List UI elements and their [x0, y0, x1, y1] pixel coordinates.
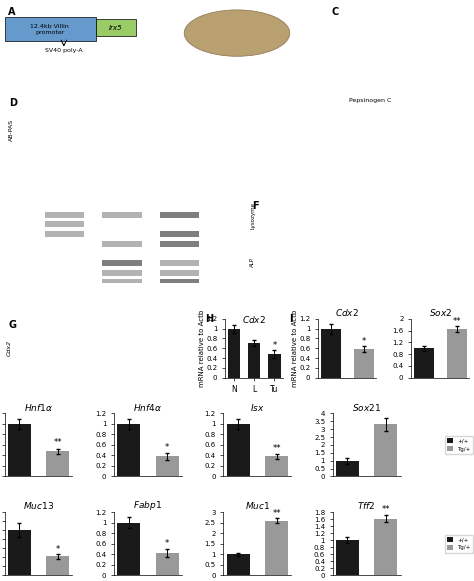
FancyBboxPatch shape	[5, 17, 96, 41]
Text: SV40 poly-A: SV40 poly-A	[45, 48, 82, 53]
Text: G: G	[9, 320, 17, 330]
Text: AB-PAS: AB-PAS	[9, 119, 14, 141]
Title: $\it{Hnf4α}$: $\it{Hnf4α}$	[133, 401, 163, 413]
Text: *: *	[362, 337, 366, 346]
Text: Atp4b: Atp4b	[7, 229, 23, 234]
Legend: +/+, Tg/+: +/+, Tg/+	[445, 535, 473, 553]
Title: $\it{Hnf1α}$: $\it{Hnf1α}$	[24, 401, 53, 413]
Bar	[45, 250, 84, 256]
Text: C: C	[331, 7, 338, 17]
Bar	[8, 530, 31, 575]
Text: Pgc: Pgc	[7, 268, 16, 273]
Text: F: F	[253, 201, 259, 211]
Title: $\it{Muc13}$: $\it{Muc13}$	[23, 500, 54, 511]
Bar	[102, 221, 142, 227]
Text: *: *	[165, 443, 169, 452]
Text: D: D	[9, 98, 17, 107]
Bar	[160, 250, 200, 256]
Text: Cdx2: Cdx2	[7, 340, 12, 356]
Text: **: **	[382, 505, 390, 515]
Bar	[45, 279, 84, 285]
Bar	[321, 329, 340, 378]
Title: $\it{Sox2}$: $\it{Sox2}$	[428, 307, 452, 318]
Text: Lysozyme: Lysozyme	[250, 202, 255, 229]
Text: Tff2: Tff2	[7, 249, 18, 254]
Title: $\it{Muc1}$: $\it{Muc1}$	[245, 500, 270, 511]
Text: Pepsinogen C: Pepsinogen C	[348, 98, 391, 102]
Text: *: *	[165, 539, 169, 548]
Y-axis label: mRNA relative to Actb: mRNA relative to Actb	[199, 310, 205, 387]
Bar	[45, 211, 84, 218]
Bar	[160, 270, 200, 275]
Bar	[102, 279, 142, 285]
Text: E: E	[9, 201, 16, 211]
Text: 12.4kb Villin
promoter: 12.4kb Villin promoter	[30, 24, 69, 35]
Text: I: I	[289, 314, 292, 324]
Text: Tumor: Tumor	[105, 203, 122, 207]
Title: $\it{Cdx2}$: $\it{Cdx2}$	[335, 307, 359, 318]
Text: **: **	[272, 508, 281, 518]
Text: $\it{Cdx2}$: $\it{Cdx2}$	[242, 314, 266, 325]
Title: $\it{Isx}$: $\it{Isx}$	[250, 401, 264, 413]
Bar	[414, 348, 434, 378]
Bar	[155, 553, 179, 575]
Bar	[374, 425, 397, 476]
Bar	[160, 211, 200, 218]
Bar	[265, 457, 288, 476]
Bar	[268, 354, 281, 378]
Bar	[447, 329, 466, 378]
Text: **: **	[272, 444, 281, 453]
Text: Muc5ac: Muc5ac	[7, 220, 27, 225]
Text: *: *	[55, 544, 60, 554]
Title: $\it{Tff2}$: $\it{Tff2}$	[357, 500, 376, 511]
Bar	[227, 424, 250, 476]
Bar	[374, 518, 397, 575]
Bar	[46, 556, 69, 575]
Text: *: *	[272, 341, 276, 350]
Text: H: H	[205, 314, 213, 324]
Bar	[227, 554, 250, 575]
Bar	[117, 424, 140, 476]
Text: Normal: Normal	[43, 203, 64, 207]
Text: Irx5: Irx5	[109, 24, 123, 31]
Bar	[248, 343, 260, 378]
Text: A: A	[8, 7, 15, 17]
Ellipse shape	[184, 10, 290, 56]
Bar	[354, 349, 374, 378]
Text: St.: St.	[169, 203, 176, 207]
Y-axis label: mRNA relative to Actb: mRNA relative to Actb	[292, 310, 298, 387]
Text: **: **	[453, 317, 461, 326]
Bar	[336, 540, 359, 575]
Text: **: **	[54, 439, 62, 447]
Bar	[265, 521, 288, 575]
Text: ALP: ALP	[250, 257, 255, 267]
FancyBboxPatch shape	[96, 19, 136, 36]
Bar	[155, 457, 179, 476]
Title: $\it{Sox21}$: $\it{Sox21}$	[352, 401, 381, 413]
Bar	[102, 211, 142, 218]
Text: Actb: Actb	[7, 278, 19, 282]
Bar	[160, 221, 200, 227]
Bar	[117, 523, 140, 575]
Bar	[336, 461, 359, 476]
Text: Tff1: Tff1	[7, 239, 18, 244]
Text: B: B	[169, 7, 177, 17]
Text: Gif: Gif	[7, 259, 14, 263]
Title: $\it{Fabp1}$: $\it{Fabp1}$	[133, 499, 163, 512]
Bar	[160, 241, 200, 246]
Bar	[8, 424, 31, 476]
Bar	[46, 451, 69, 476]
Bar	[45, 260, 84, 266]
Legend: +/+, Tg/+: +/+, Tg/+	[445, 436, 473, 454]
Text: Muc1: Muc1	[7, 210, 21, 215]
Bar	[228, 329, 240, 378]
